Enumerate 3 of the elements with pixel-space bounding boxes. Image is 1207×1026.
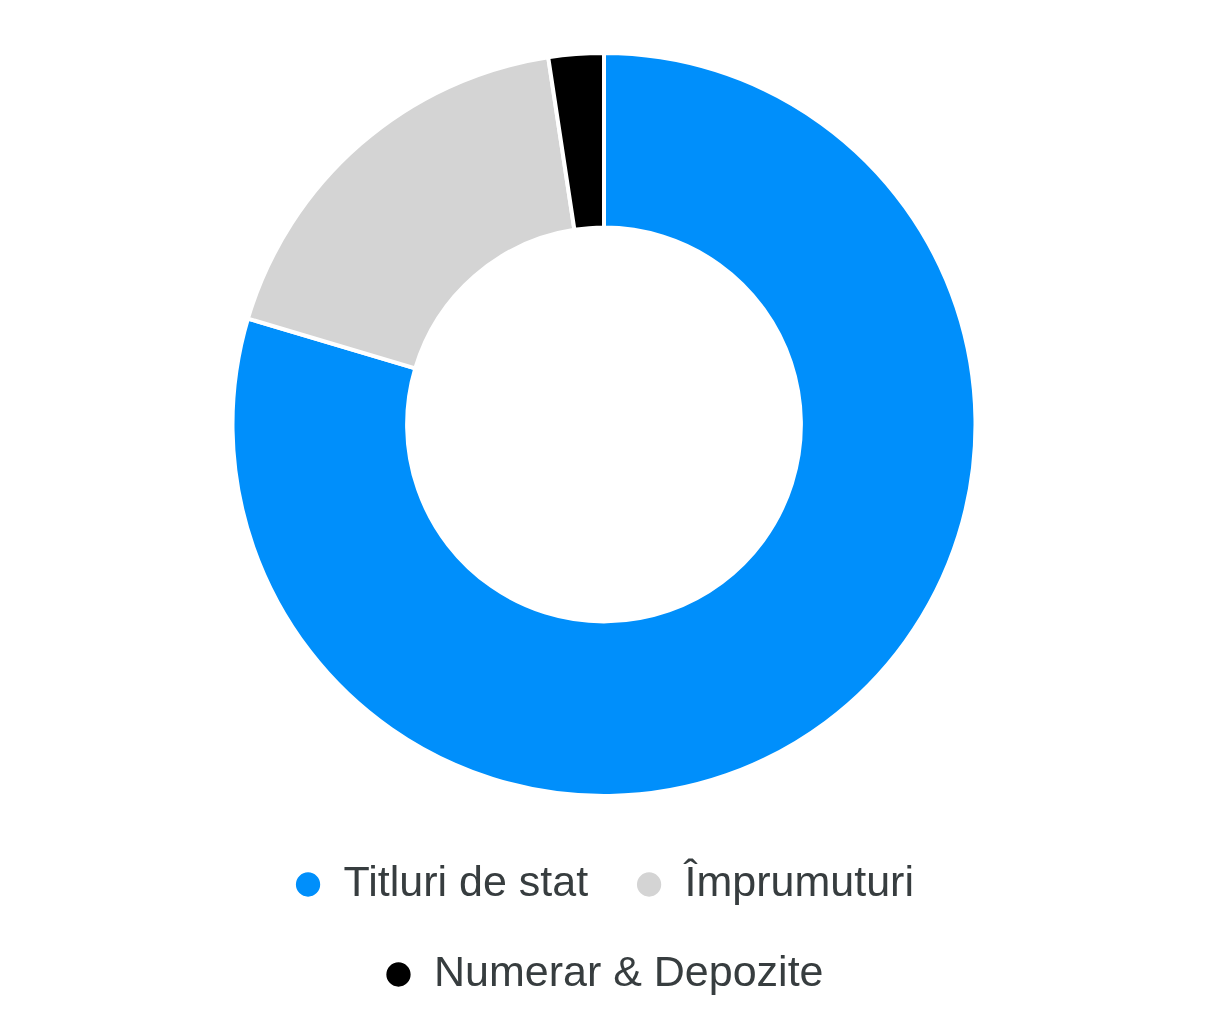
legend-label: Împrumuturi [683, 857, 914, 906]
legend-label: Titluri de stat [343, 857, 588, 906]
legend-label: Numerar & Depozite [433, 947, 824, 996]
